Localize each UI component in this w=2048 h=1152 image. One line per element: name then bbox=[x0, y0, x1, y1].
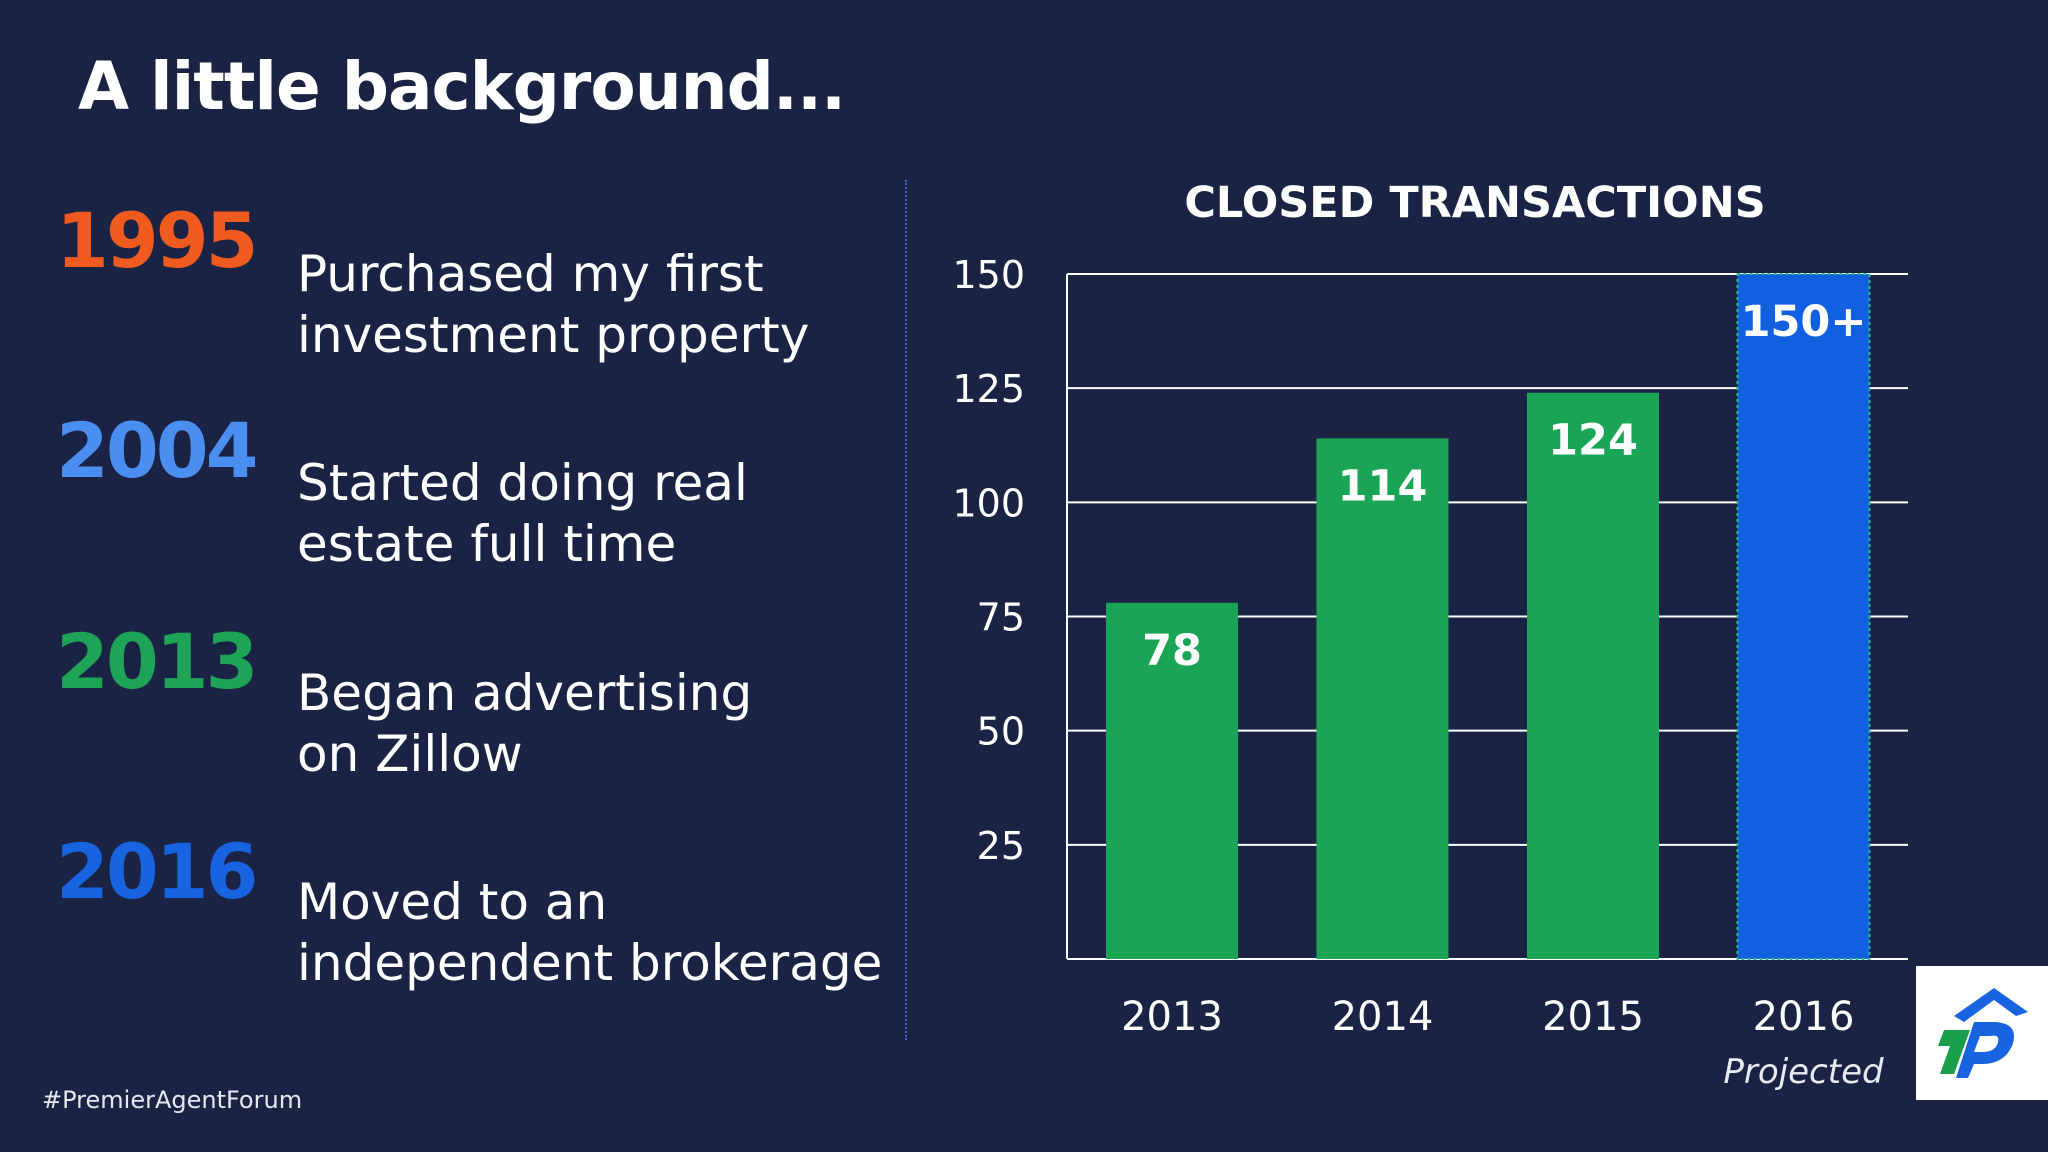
data-label-2016: 150+ bbox=[1741, 297, 1867, 347]
timeline-text-2013: Began advertising on Zillow bbox=[297, 664, 753, 783]
timeline-text-2016: Moved to an independent brokerage bbox=[297, 873, 883, 992]
data-label-2013: 78 bbox=[1142, 626, 1202, 676]
timeline-year-2013: 2013 bbox=[56, 617, 259, 706]
timeline-year-2004: 2004 bbox=[56, 406, 259, 495]
timeline-text-1995: Purchased my first investment property bbox=[297, 245, 810, 364]
timeline-text-2004: Started doing real estate full time bbox=[297, 454, 748, 573]
x-tick-label-2016: 2016 bbox=[1753, 994, 1855, 1040]
x-tick-label-2015: 2015 bbox=[1542, 994, 1644, 1040]
bar-2016 bbox=[1736, 273, 1871, 960]
section-divider bbox=[905, 180, 907, 1040]
event-hashtag: #PremierAgentForum bbox=[42, 1086, 303, 1114]
brokerage-logo-icon bbox=[1938, 988, 2028, 1078]
bar-2013 bbox=[1106, 602, 1238, 959]
y-tick-label-100: 100 bbox=[952, 481, 1025, 525]
timeline-year-1995: 1995 bbox=[56, 196, 259, 285]
timeline-year-2016: 2016 bbox=[56, 827, 259, 916]
data-label-2014: 114 bbox=[1338, 461, 1428, 511]
x-tick-label-2014: 2014 bbox=[1332, 994, 1434, 1040]
y-tick-label-25: 25 bbox=[977, 824, 1025, 868]
x-tick-label-2013: 2013 bbox=[1121, 994, 1223, 1040]
chart-title: CLOSED TRANSACTIONS bbox=[1184, 178, 1766, 228]
x-sublabel-2016: Projected bbox=[1723, 1052, 1884, 1092]
y-tick-label-50: 50 bbox=[977, 710, 1025, 754]
bar-2014 bbox=[1316, 438, 1449, 959]
page-title: A little background... bbox=[78, 48, 846, 125]
brokerage-logo bbox=[1916, 966, 2048, 1100]
bar-2015 bbox=[1527, 392, 1659, 959]
y-tick-label-150: 150 bbox=[952, 253, 1025, 297]
y-tick-label-75: 75 bbox=[977, 596, 1025, 640]
data-label-2015: 124 bbox=[1548, 416, 1638, 466]
y-tick-label-125: 125 bbox=[952, 367, 1025, 411]
